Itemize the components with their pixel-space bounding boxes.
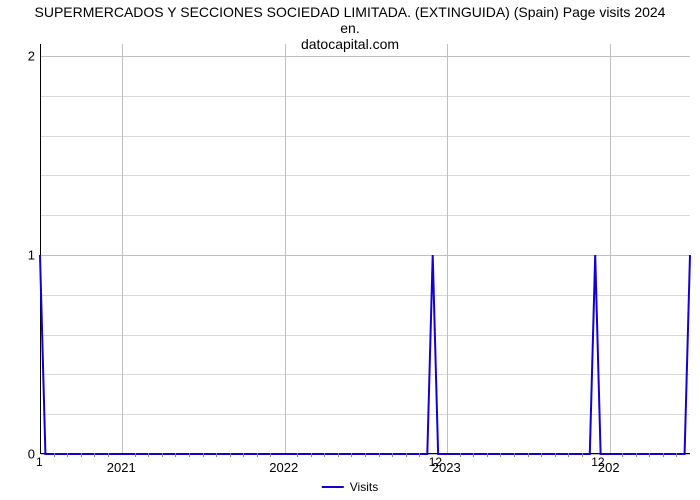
x-month-label: 12 [591, 455, 604, 469]
x-minor-tick [338, 453, 339, 457]
x-month-label: 1 [36, 455, 43, 469]
visits-line [40, 255, 690, 454]
x-minor-tick [311, 453, 312, 457]
x-minor-tick [54, 453, 55, 457]
x-minor-tick [528, 453, 529, 457]
x-minor-tick [514, 453, 515, 457]
x-minor-tick [676, 453, 677, 457]
y-tick-label: 2 [5, 48, 35, 63]
x-minor-tick [636, 453, 637, 457]
x-minor-tick [270, 453, 271, 457]
x-minor-tick [243, 453, 244, 457]
x-minor-tick [663, 453, 664, 457]
legend-label: Visits [350, 480, 378, 494]
line-chart-svg [40, 44, 690, 454]
x-minor-tick [487, 453, 488, 457]
x-year-label: 2022 [269, 460, 298, 475]
x-minor-tick [419, 453, 420, 457]
x-minor-tick [392, 453, 393, 457]
x-minor-tick [406, 453, 407, 457]
x-minor-tick [324, 453, 325, 457]
x-minor-tick [257, 453, 258, 457]
x-month-label: 12 [429, 455, 442, 469]
x-minor-tick [216, 453, 217, 457]
x-minor-tick [473, 453, 474, 457]
x-minor-tick [460, 453, 461, 457]
x-minor-tick [108, 453, 109, 457]
x-minor-tick [297, 453, 298, 457]
x-minor-tick [582, 453, 583, 457]
x-minor-tick [81, 453, 82, 457]
x-minor-tick [203, 453, 204, 457]
title-line-1: SUPERMERCADOS Y SECCIONES SOCIEDAD LIMIT… [35, 4, 666, 36]
x-minor-tick [230, 453, 231, 457]
legend-swatch [322, 486, 344, 488]
x-minor-tick [162, 453, 163, 457]
x-minor-tick [189, 453, 190, 457]
x-minor-tick [135, 453, 136, 457]
x-minor-tick [67, 453, 68, 457]
x-minor-tick [175, 453, 176, 457]
y-tick-label: 0 [5, 447, 35, 462]
x-minor-tick [500, 453, 501, 457]
x-minor-tick [555, 453, 556, 457]
legend: Visits [322, 480, 378, 494]
x-minor-tick [649, 453, 650, 457]
y-tick-label: 1 [5, 247, 35, 262]
x-minor-tick [94, 453, 95, 457]
x-minor-tick [568, 453, 569, 457]
x-minor-tick [541, 453, 542, 457]
x-minor-tick [365, 453, 366, 457]
x-minor-tick [351, 453, 352, 457]
x-year-label: 2021 [107, 460, 136, 475]
x-minor-tick [379, 453, 380, 457]
x-minor-tick [148, 453, 149, 457]
x-minor-tick [622, 453, 623, 457]
